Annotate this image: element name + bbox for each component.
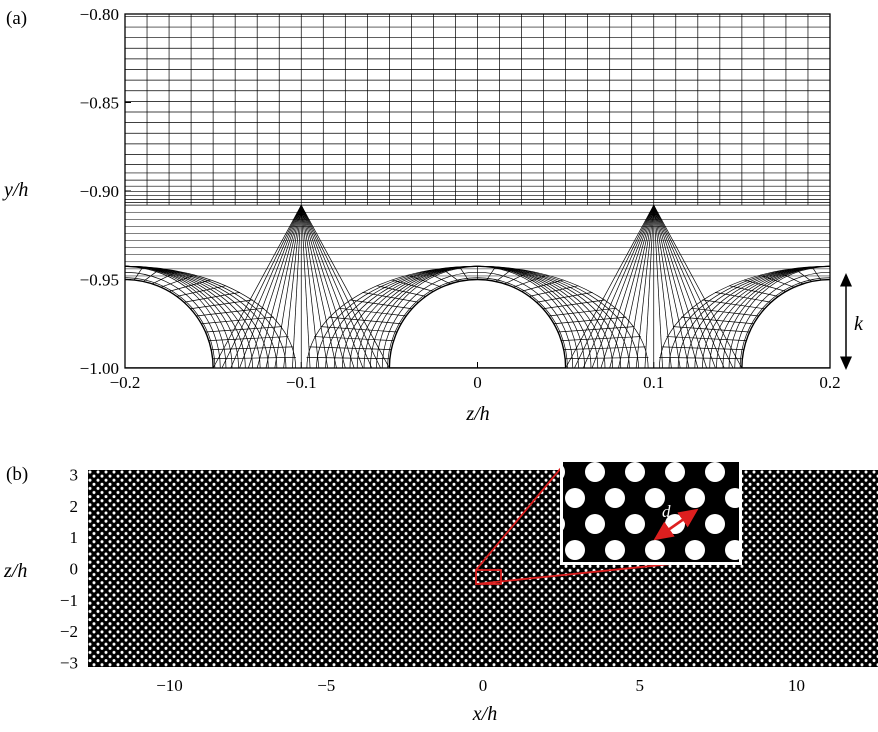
- panel-a-xlabel: z/h: [465, 403, 489, 425]
- b-xtick-label: 10: [788, 676, 805, 695]
- panel-a-label: (a): [6, 8, 27, 29]
- zoom-connector-top: [475, 461, 567, 571]
- a-ytick-label: −1.00: [80, 359, 119, 378]
- inset-dot: [605, 540, 625, 560]
- a-xtick-label: 0: [473, 373, 482, 392]
- inset-dot: [563, 518, 565, 530]
- b-ytick-label: −3: [60, 653, 78, 672]
- b-ytick-label: 3: [70, 466, 79, 485]
- inset-dot: [725, 488, 739, 508]
- inset-dot: [565, 540, 585, 560]
- a-ytick-label: −0.90: [80, 182, 119, 201]
- inset-dot: [585, 462, 605, 482]
- b-xtick-label: −5: [317, 676, 335, 695]
- roughness-pattern-field: [88, 470, 878, 667]
- b-xtick-label: 0: [479, 676, 488, 695]
- a-ytick-label: −0.85: [80, 94, 119, 113]
- panel-b-xlabel: x/h: [472, 703, 497, 725]
- inset-dot: [665, 462, 685, 482]
- b-ytick-label: 2: [70, 497, 79, 516]
- zoom-inset: d: [560, 459, 742, 565]
- a-xtick-label: 0.1: [643, 373, 664, 392]
- inset-dot: [685, 540, 705, 560]
- a-ytick-label: −0.80: [80, 5, 119, 24]
- b-xtick-label: −10: [156, 676, 183, 695]
- panel-b-label: (b): [6, 464, 28, 485]
- b-ytick-label: 1: [70, 528, 79, 547]
- inset-dots: [563, 462, 739, 560]
- k-label: k: [854, 313, 864, 335]
- zoom-box: [475, 569, 502, 585]
- b-ytick-label: −2: [60, 622, 78, 641]
- a-ytick-label: −0.95: [80, 271, 119, 290]
- inset-dot: [585, 514, 605, 534]
- inset-dot: [685, 488, 705, 508]
- panel-a-ticks: −0.2 −0.1 0 0.1 0.2 −1.00 −0.95 −0.90 −0.85 −0.80: [80, 5, 841, 392]
- inset-dot: [645, 488, 665, 508]
- hemisphere: [388, 278, 567, 368]
- inset-dot: [605, 488, 625, 508]
- b-ytick-label: −1: [60, 591, 78, 610]
- inset-dot: [625, 462, 645, 482]
- a-xtick-label: 0.2: [819, 373, 840, 392]
- inset-dot: [625, 514, 645, 534]
- inset-dot: [565, 488, 585, 508]
- a-xtick-label: −0.2: [110, 373, 141, 392]
- a-xtick-label: −0.1: [286, 373, 317, 392]
- hemisphere-elements: [125, 278, 830, 368]
- mesh-grid-lines: [125, 14, 830, 368]
- b-ytick-label: 0: [70, 560, 79, 579]
- inset-dot: [705, 514, 725, 534]
- inset-dot: [725, 540, 739, 560]
- inset-dot: [705, 462, 725, 482]
- inset-dot: [563, 466, 565, 478]
- panel-a-plot: −0.2 −0.1 0 0.1 0.2 −1.00 −0.95 −0.90 −0.85 −0.80…: [2, 5, 864, 425]
- hemisphere: [741, 278, 830, 368]
- d-label: d: [662, 502, 671, 521]
- b-xtick-label: 5: [635, 676, 644, 695]
- panel-a-ylabel: y/h: [2, 179, 28, 201]
- panel-b-ylabel: z/h: [3, 560, 27, 582]
- d-arrow: [653, 508, 699, 541]
- inset-dot: [645, 540, 665, 560]
